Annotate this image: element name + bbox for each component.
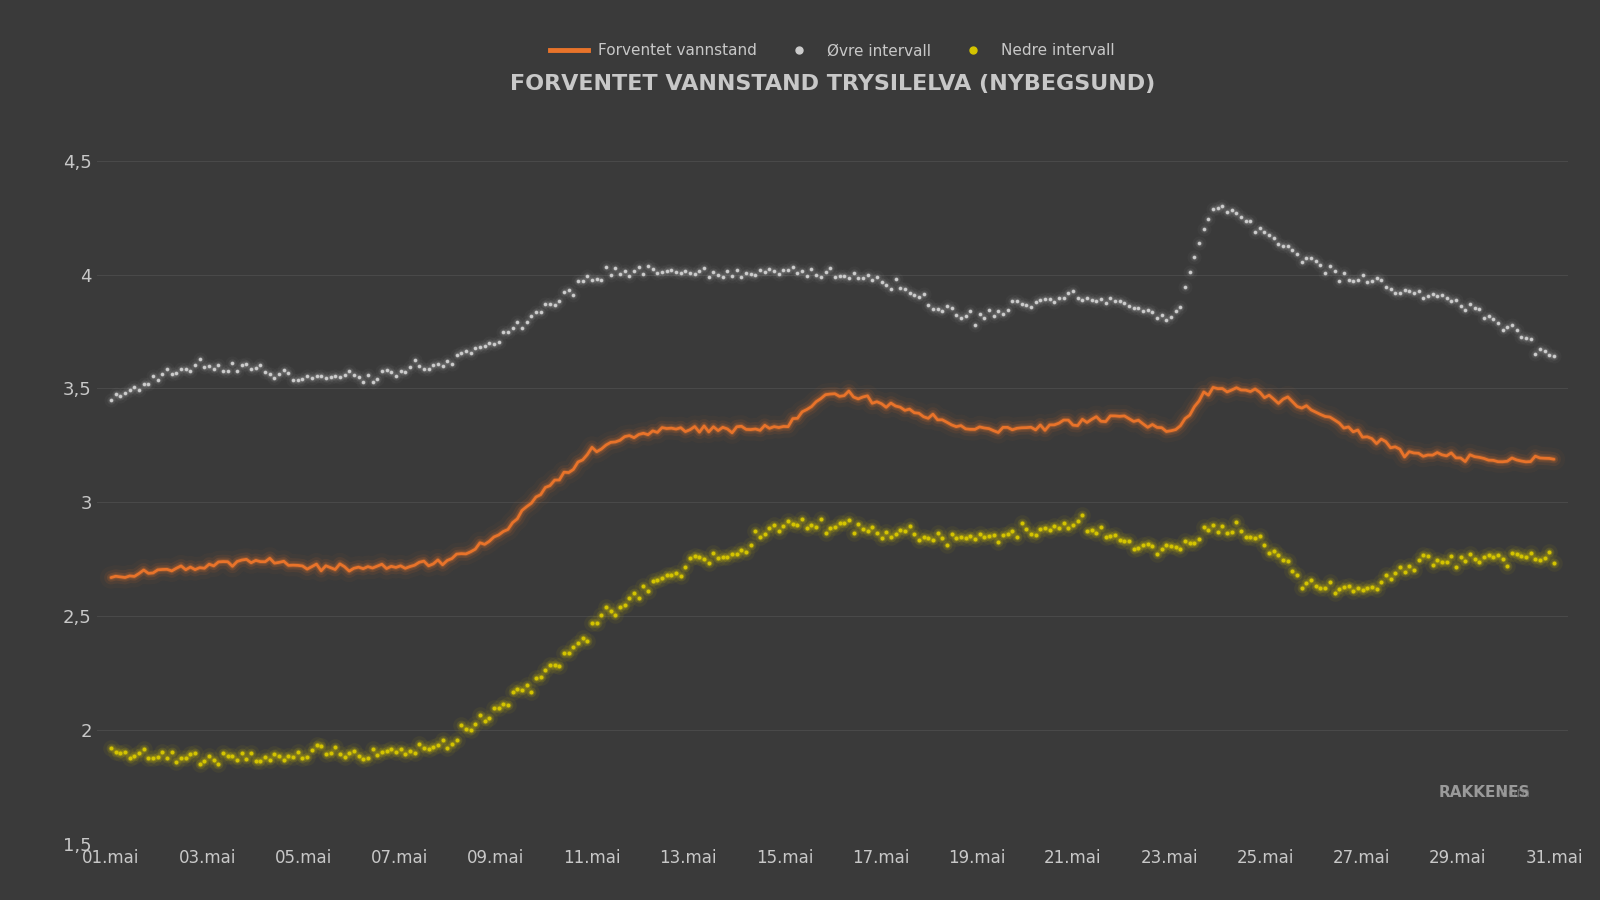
Legend: Forventet vannstand, Øvre intervall, Nedre intervall: Forventet vannstand, Øvre intervall, Ned… bbox=[544, 37, 1122, 65]
Text: RAKKENES: RAKKENES bbox=[1438, 785, 1530, 800]
Text: .com: .com bbox=[1496, 786, 1530, 800]
Title: FORVENTET VANNSTAND TRYSILELVA (NYBEGSUND): FORVENTET VANNSTAND TRYSILELVA (NYBEGSUN… bbox=[510, 74, 1155, 94]
